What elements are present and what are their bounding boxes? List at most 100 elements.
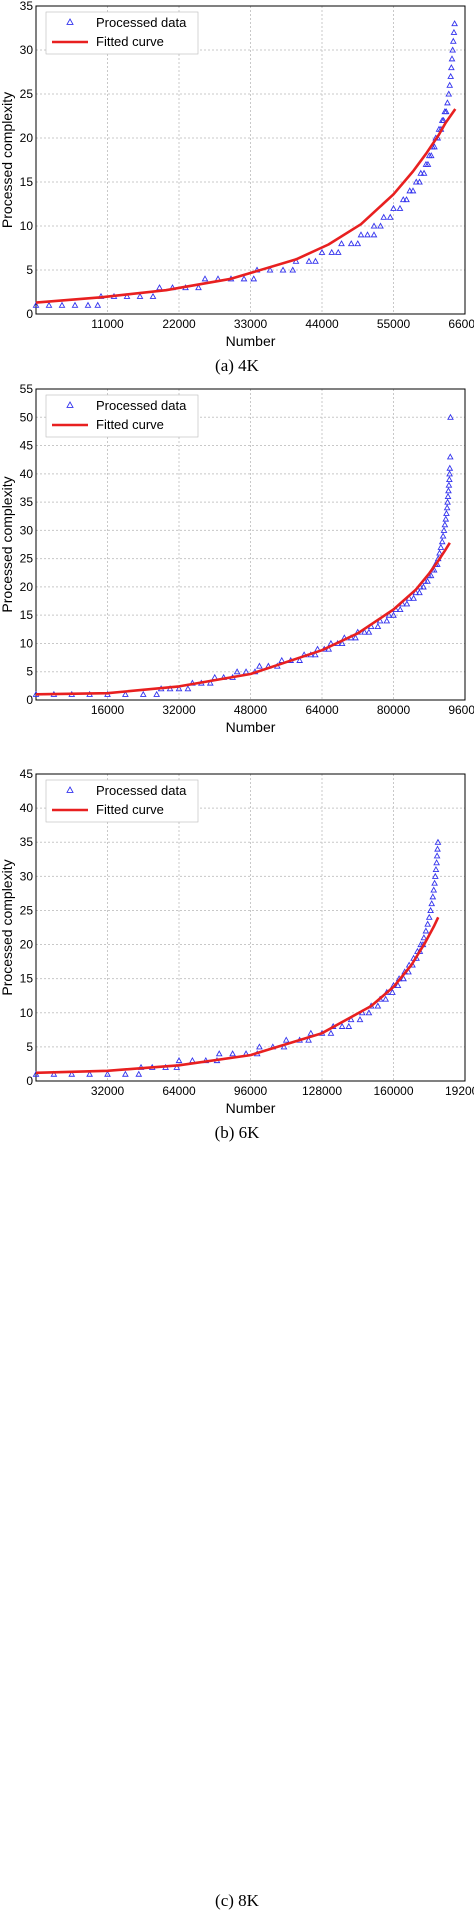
data-point [327, 1029, 335, 1036]
data-point [68, 1070, 76, 1077]
data-point [305, 257, 313, 264]
data-point [441, 521, 449, 528]
data-point [420, 583, 427, 590]
y-tick-label: 20 [20, 938, 34, 952]
data-point [447, 72, 455, 79]
y-tick-label: 5 [26, 263, 33, 277]
data-point [156, 284, 163, 291]
data-point [184, 685, 192, 692]
chart-caption: (b) 6K [214, 1123, 260, 1142]
y-tick-label: 30 [20, 523, 34, 537]
x-tick-label: 192000 [445, 1084, 474, 1098]
legend-triangle-icon [66, 401, 74, 408]
data-point [122, 1070, 129, 1077]
y-tick-label: 35 [20, 835, 34, 849]
data-point [377, 222, 384, 229]
data-point [318, 248, 326, 255]
data-point [422, 927, 430, 934]
data-point [444, 99, 451, 106]
data-point [153, 690, 161, 697]
data-point [451, 20, 458, 27]
data-point [215, 1050, 223, 1057]
chart-caption: (a) 4K [215, 356, 259, 375]
x-tick-label: 64000 [305, 703, 339, 717]
data-point [122, 690, 129, 697]
data-point [135, 1070, 143, 1077]
data-point [233, 668, 241, 675]
legend: Processed data Fitted curve [45, 394, 199, 438]
data-point [425, 913, 433, 920]
data-point [71, 301, 79, 308]
data-point [437, 543, 445, 550]
x-tick-label: 96000 [234, 1084, 268, 1098]
data-point [396, 606, 404, 613]
data-point [280, 1043, 288, 1050]
y-tick-label: 30 [20, 869, 34, 883]
data-point [364, 231, 371, 238]
x-tick-label: 44000 [305, 317, 339, 331]
legend-label: Processed data [96, 783, 187, 798]
data-point [374, 622, 382, 630]
data-point [444, 492, 452, 499]
data-point [430, 886, 438, 893]
y-tick-label: 0 [26, 307, 33, 321]
y-axis-label: Processed complexity [0, 92, 15, 228]
data-point [443, 504, 451, 511]
data-point [406, 187, 414, 194]
data-point [380, 213, 388, 220]
data-point [338, 240, 345, 247]
legend-label: Fitted curve [96, 417, 164, 432]
data-point [446, 81, 454, 88]
chart-6k: 16000 32000 48000 64000 80000 96000 0 5 10 15 20 25… [0, 382, 474, 735]
data-point [420, 169, 428, 176]
data-point [206, 679, 214, 686]
x-tick-label: 55000 [377, 317, 411, 331]
data-point [429, 893, 437, 900]
plot-frame [35, 388, 466, 701]
data-point [424, 920, 432, 927]
x-tick-label: 64000 [162, 1084, 196, 1098]
data-point [446, 470, 453, 477]
data-point [420, 934, 428, 941]
grid [36, 6, 465, 314]
data-point [427, 572, 435, 579]
chart-8k: 32000 64000 96000 128000 160000 192000 0 5 10 15 2… [0, 767, 474, 1116]
data-point [312, 257, 319, 264]
data-point [396, 204, 404, 211]
data-point [374, 1002, 382, 1009]
y-tick-label: 50 [20, 410, 34, 424]
y-tick-label: 0 [26, 1074, 33, 1088]
data-point [386, 213, 394, 220]
legend-label: Fitted curve [96, 34, 164, 49]
legend-box [45, 779, 199, 823]
y-tick-label: 55 [20, 382, 34, 396]
data-point [449, 37, 457, 44]
y-tick-label: 35 [20, 495, 34, 509]
data-point [447, 413, 454, 420]
data-point [370, 222, 378, 229]
data-point [175, 685, 183, 692]
data-point [390, 204, 397, 211]
data-point [354, 240, 362, 247]
grid [36, 389, 465, 700]
y-tick-label: 35 [20, 0, 34, 13]
data-point [438, 538, 446, 545]
data-point [136, 292, 144, 299]
data-point [84, 301, 92, 308]
data-point [311, 651, 319, 658]
y-tick-label: 15 [20, 175, 34, 189]
x-tick-label: 22000 [162, 317, 196, 331]
data-point [296, 656, 304, 663]
data-point [431, 143, 438, 150]
data-point [444, 498, 451, 505]
data-point [410, 594, 417, 601]
data-point [389, 988, 396, 995]
data-point [403, 600, 411, 607]
y-tick-label: 5 [26, 1040, 33, 1054]
data-point [447, 64, 455, 71]
data-point [446, 464, 454, 471]
data-point [361, 628, 368, 635]
data-point [149, 292, 157, 299]
data-point [256, 662, 263, 669]
